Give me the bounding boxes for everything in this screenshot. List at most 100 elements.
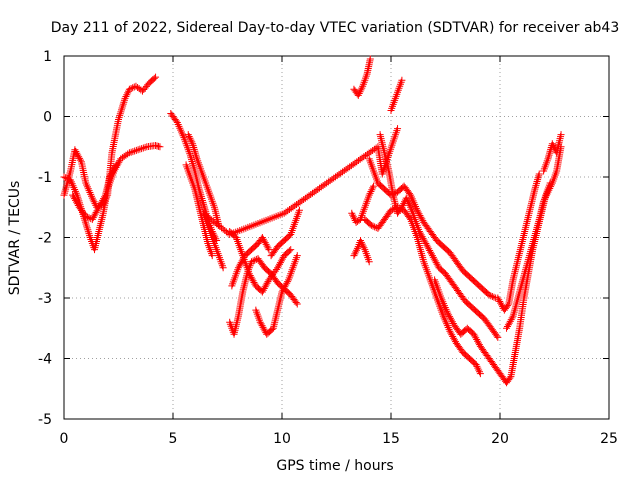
data-point — [121, 87, 133, 102]
data-point — [152, 142, 162, 150]
data-point — [385, 167, 397, 197]
data-point — [252, 282, 265, 295]
data-point — [437, 294, 451, 315]
data-point — [439, 312, 453, 333]
data-point — [354, 84, 366, 99]
series-track-m — [350, 237, 373, 266]
data-point — [88, 205, 102, 223]
grid — [64, 56, 609, 419]
series-track-p — [376, 131, 502, 341]
data-point — [106, 163, 119, 181]
y-axis-label: SDTVAR / TECUs — [7, 181, 23, 296]
data-point — [234, 290, 246, 320]
data-point — [400, 206, 414, 222]
data-point — [544, 181, 555, 196]
data-point — [428, 252, 442, 270]
data-point — [465, 355, 479, 367]
series-track-s — [431, 179, 554, 387]
data-point — [186, 173, 198, 191]
data-point — [394, 203, 406, 214]
data-point — [254, 255, 267, 270]
series-track-q — [387, 76, 406, 114]
data-point — [361, 193, 372, 211]
data-point — [516, 266, 530, 296]
data-point — [522, 205, 534, 229]
data-point — [293, 300, 301, 308]
data-point — [361, 215, 374, 228]
data-point — [503, 314, 516, 332]
data-point — [247, 241, 261, 254]
data-point — [433, 294, 447, 318]
y-tick-label: -5 — [38, 412, 52, 428]
data-point — [258, 234, 272, 252]
data-point — [267, 244, 281, 260]
data-point — [431, 276, 444, 300]
data-point — [60, 173, 73, 183]
data-point — [374, 179, 387, 192]
data-point — [402, 194, 414, 209]
data-point — [365, 155, 377, 173]
data-point — [289, 254, 301, 272]
axis-ticks — [63, 55, 610, 420]
data-point — [485, 291, 498, 301]
data-point — [479, 285, 492, 298]
data-point — [380, 208, 394, 223]
data-point — [88, 194, 100, 209]
data-point — [396, 78, 405, 90]
data-point — [239, 272, 251, 296]
data-point — [274, 238, 287, 251]
data-point — [465, 273, 479, 286]
data-point — [407, 215, 420, 239]
x-tick-label: 25 — [600, 431, 618, 447]
series-track-h — [226, 255, 301, 338]
data-point — [518, 223, 530, 248]
data-point — [189, 140, 200, 161]
data-point — [398, 76, 406, 84]
series-outliers — [200, 125, 402, 272]
data-point — [359, 72, 370, 90]
series-track-o — [365, 155, 500, 302]
y-tick-label: 1 — [43, 49, 52, 65]
data-point — [433, 237, 446, 249]
data-point — [435, 264, 448, 277]
data-point — [413, 234, 427, 264]
data-point — [95, 193, 108, 211]
data-point — [513, 242, 525, 266]
data-point — [295, 206, 303, 214]
data-point — [287, 220, 298, 238]
series-track-v — [540, 131, 565, 175]
data-point — [527, 187, 538, 211]
data-point — [195, 185, 207, 206]
data-point — [350, 244, 361, 260]
series-track-l — [348, 182, 378, 226]
y-tick-label: 0 — [43, 110, 52, 126]
data-point — [356, 237, 368, 252]
y-tick-label: -3 — [38, 291, 52, 307]
y-tick-label: -1 — [38, 170, 52, 186]
data-point — [287, 291, 300, 307]
series-track-i — [228, 234, 273, 290]
data-point — [263, 325, 276, 338]
data-point — [75, 203, 89, 219]
data-point — [420, 258, 434, 282]
y-tick-label: -4 — [38, 352, 52, 368]
data-point — [184, 131, 196, 146]
data-point — [452, 258, 466, 273]
data-point — [483, 351, 496, 367]
series-track-n — [350, 55, 374, 99]
data-point — [439, 243, 453, 255]
data-point — [280, 144, 380, 217]
data-point — [494, 333, 502, 341]
data-point — [422, 240, 435, 258]
data-point — [278, 278, 292, 296]
data-point — [509, 290, 523, 320]
data-point — [117, 150, 132, 163]
data-point — [455, 288, 468, 304]
data-point — [269, 308, 281, 332]
series-track-j — [252, 252, 301, 338]
data-point — [426, 276, 440, 300]
data-point — [387, 96, 399, 114]
data-point — [115, 96, 128, 124]
data-point — [505, 278, 517, 308]
data-point — [261, 264, 274, 277]
